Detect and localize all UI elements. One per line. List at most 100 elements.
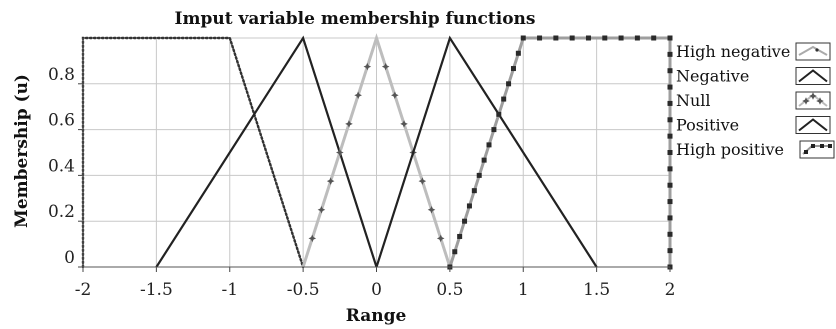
series-line-high-positive — [448, 36, 672, 268]
high-positive-point-marker — [585, 35, 591, 41]
high-positive-point-marker — [667, 182, 673, 188]
null-point-marker — [317, 205, 326, 214]
y-tick-label: 0 — [64, 248, 75, 268]
x-tick-label: 0 — [371, 280, 382, 300]
legend-label-high-positive: High positive — [676, 140, 784, 159]
series-high-negative — [81, 36, 305, 269]
x-tick-label: 2 — [665, 280, 676, 300]
high-positive-point-marker — [667, 68, 673, 74]
series-line-null — [301, 33, 452, 268]
legend-item-null: Null — [676, 91, 831, 110]
high-positive-point-marker — [667, 215, 673, 221]
null-point-marker — [427, 205, 436, 214]
high-positive-point-marker — [486, 142, 492, 148]
null-point-marker — [809, 92, 817, 100]
high-positive-point-marker — [553, 35, 559, 41]
high-positive-point-marker — [667, 248, 673, 254]
legend-item-high-negative: High negative — [676, 42, 831, 61]
legend-swatch-line — [798, 69, 828, 83]
high-positive-point-marker — [537, 35, 543, 41]
series-line-positive — [375, 35, 598, 268]
null-point-marker — [345, 120, 353, 128]
null-point-marker — [418, 177, 427, 185]
series-line-high-negative — [81, 36, 305, 269]
legend-swatch-box — [795, 116, 831, 134]
x-tick-label: -0.5 — [287, 280, 320, 300]
legend-label-negative: Negative — [676, 67, 749, 86]
null-point-marker — [363, 62, 372, 71]
legend-label-positive: Positive — [676, 116, 739, 135]
y-tick-label: 0.2 — [48, 202, 75, 222]
high-positive-point-marker — [457, 233, 463, 239]
null-point-marker — [816, 97, 824, 105]
high-positive-point-marker — [602, 35, 608, 41]
high-positive-point-marker — [452, 249, 458, 255]
axes — [78, 38, 671, 272]
high-positive-point-marker — [506, 81, 512, 87]
chart-text: Imput variable membership functions Rang… — [12, 9, 675, 326]
legend-swatch-line — [798, 118, 828, 132]
high-positive-point-marker — [481, 157, 487, 163]
null-point-marker — [436, 234, 445, 243]
high-positive-point-marker — [496, 111, 502, 117]
legend-swatch-box — [799, 140, 835, 159]
series-positive — [375, 35, 598, 268]
y-tick-label: 0.4 — [48, 156, 75, 176]
high-positive-point-marker — [569, 35, 575, 41]
high-positive-point-marker — [667, 150, 673, 155]
grid — [82, 37, 671, 268]
legend: High negative Negative Null Positive High po… — [676, 42, 835, 159]
legend-label-high-negative: High negative — [676, 42, 790, 61]
high-positive-point-marker — [491, 127, 497, 133]
null-point-marker — [381, 62, 390, 71]
y-tick-label: 0.8 — [48, 65, 75, 85]
y-axis-label: Membership (u) — [12, 74, 32, 228]
high-positive-point-marker — [618, 35, 624, 41]
high-positive-point-marker — [667, 166, 673, 172]
x-tick-label: -1 — [221, 280, 238, 300]
null-point-marker — [336, 148, 344, 157]
high-positive-point-marker — [667, 84, 673, 90]
x-tick-label: 1.5 — [583, 280, 610, 300]
legend-swatch-box — [795, 67, 831, 85]
high-positive-point-marker — [667, 231, 673, 237]
legend-swatch-box — [795, 42, 831, 61]
legend-item-negative: Negative — [676, 67, 831, 86]
x-tick-label: 1 — [518, 280, 529, 300]
series-high-positive — [447, 35, 673, 270]
high-positive-point-marker — [466, 203, 472, 209]
x-axis-label: Range — [346, 306, 407, 326]
legend-swatch-marker — [820, 144, 824, 148]
null-point-marker — [308, 234, 317, 243]
high-positive-point-marker — [667, 117, 673, 123]
high-positive-point-marker — [667, 35, 673, 41]
null-point-marker — [326, 177, 335, 185]
high-positive-point-marker — [510, 66, 516, 72]
null-point-marker — [400, 120, 408, 128]
legend-swatch-marker — [804, 150, 808, 154]
series-line-negative — [155, 35, 378, 268]
high-positive-point-marker — [462, 218, 468, 224]
high-positive-point-marker — [501, 96, 507, 102]
high-positive-point-marker — [667, 51, 673, 57]
null-point-marker — [391, 91, 399, 100]
chart-title: Imput variable membership functions — [175, 9, 536, 29]
high-positive-point-marker — [667, 199, 673, 205]
high-positive-point-marker — [651, 35, 657, 41]
legend-item-high-positive: High positive — [676, 140, 835, 159]
high-positive-point-marker — [476, 172, 482, 178]
x-tick-label: -1.5 — [140, 280, 173, 300]
series-layer — [81, 33, 673, 270]
series-negative — [155, 35, 378, 268]
x-tick-label: 0.5 — [436, 280, 463, 300]
high-positive-point-marker — [667, 100, 673, 106]
null-point-marker — [354, 91, 362, 100]
legend-swatch-marker — [828, 144, 832, 148]
legend-swatch-marker — [811, 144, 815, 148]
high-positive-point-marker — [520, 35, 526, 41]
null-point-marker — [802, 97, 810, 105]
y-tick-label: 0.6 — [48, 111, 75, 131]
high-positive-point-marker — [515, 50, 521, 56]
high-positive-point-marker — [471, 188, 477, 194]
